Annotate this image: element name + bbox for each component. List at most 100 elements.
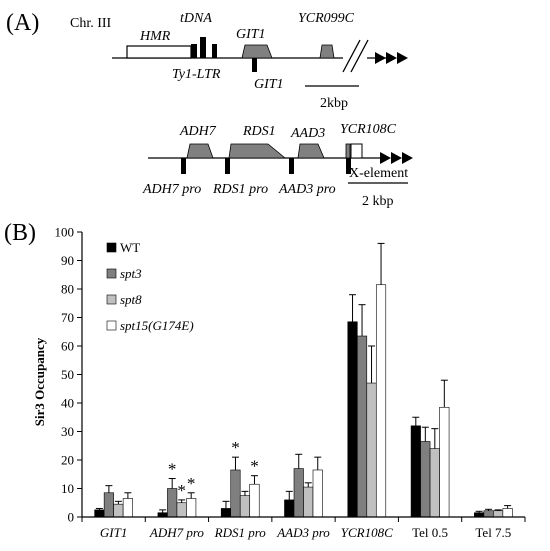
rds1-promoter-mark — [225, 158, 230, 174]
x-axis-tick-labels: GIT1 ADH7 pro RDS1 pro AAD3 pro YCR108C Tel 0… — [100, 525, 511, 540]
legend: WT spt3 spt8 spt15(G174E) — [106, 240, 194, 333]
legend-swatch — [106, 268, 117, 279]
bar — [474, 512, 485, 518]
bar — [157, 512, 168, 518]
label-x-element: X-element — [349, 166, 408, 181]
legend-label: spt3 — [120, 266, 142, 281]
bar — [103, 492, 114, 518]
locus-1-diagram: Chr. III HMR tDNA Ty1-LTR GIT1 GIT1 YCR0… — [70, 11, 408, 111]
x-tick-label: AAD3 pro — [276, 525, 330, 540]
y-tick-label: 30 — [61, 424, 74, 439]
y-tick-label: 40 — [61, 396, 74, 411]
ycr108c-gene-shape — [345, 143, 351, 159]
bar — [420, 441, 431, 518]
significance-star: * — [168, 460, 177, 479]
gene-label-rds1: RDS1 — [242, 124, 276, 139]
locus-2-diagram: ADH7 RDS1 AAD3 YCR108C ADH7 pro RDS1 pro… — [142, 122, 413, 209]
bar — [122, 498, 133, 518]
locus-1-break-mark — [342, 39, 361, 73]
locus-2-arrowhead — [380, 152, 391, 164]
scale-label-1: 2kbp — [320, 96, 348, 111]
bar — [176, 502, 187, 518]
bar — [312, 469, 323, 518]
y-axis-ticks: 0 10 20 30 40 50 60 70 80 90 100 — [55, 225, 82, 525]
legend-swatch — [106, 294, 117, 305]
bar — [375, 284, 387, 518]
x-tick-label: Tel 0.5 — [412, 525, 448, 540]
legend-label: WT — [120, 240, 140, 255]
locus-1-break-mark — [350, 39, 369, 73]
locus-2-arrowhead — [402, 152, 413, 164]
bar — [303, 486, 314, 518]
bar — [230, 469, 241, 518]
gene-label-tdna: tDNA — [180, 11, 212, 26]
y-tick-label: 70 — [61, 310, 74, 325]
scale-label-2: 2 kbp — [362, 194, 394, 209]
adh7-promoter-mark — [181, 158, 186, 174]
bar — [366, 382, 377, 518]
legend-swatch — [106, 320, 117, 331]
y-axis-label: Sir3 Occupancy — [32, 337, 47, 426]
y-tick-label: 10 — [61, 481, 74, 496]
y-tick-label: 50 — [61, 367, 74, 382]
gene-label-aad3: AAD3 — [290, 126, 325, 141]
y-tick-label: 60 — [61, 339, 74, 354]
ty1-ltr-mark — [191, 44, 197, 58]
error-bars — [95, 242, 512, 513]
label-aad3-pro: AAD3 pro — [278, 182, 336, 197]
y-tick-label: 80 — [61, 282, 74, 297]
adh7-gene-shape — [186, 143, 214, 159]
git1-gene-shape — [241, 44, 273, 59]
locus-1-arrowhead — [386, 52, 397, 64]
significance-star: * — [250, 457, 259, 476]
y-tick-label: 100 — [55, 225, 75, 240]
locus-1-arrowhead — [375, 52, 386, 64]
significance-star: * — [231, 438, 240, 457]
bar — [483, 510, 494, 518]
rds1-gene-shape — [228, 143, 287, 159]
gene-label-adh7: ADH7 — [179, 124, 217, 139]
git1-probe-mark — [252, 58, 257, 72]
gene-label-ycr108c: YCR108C — [340, 122, 397, 137]
x-tick-label: ADH7 pro — [149, 525, 205, 540]
gene-label-hmr: HMR — [139, 29, 171, 44]
significance-star: * — [177, 481, 186, 500]
bar — [284, 499, 295, 518]
bar — [113, 503, 124, 518]
y-tick-label: 90 — [61, 253, 74, 268]
ycr099c-gene-shape — [319, 44, 335, 59]
label-rds1-pro: RDS1 pro — [212, 182, 268, 197]
bar — [347, 321, 358, 518]
locus-1-arrowhead — [397, 52, 408, 64]
aad3-promoter-mark — [289, 158, 294, 174]
bar — [239, 495, 251, 518]
panel-b-label: (B) — [4, 220, 36, 246]
locus-2-arrowhead — [391, 152, 402, 164]
bar — [439, 406, 450, 518]
x-tick-label: Tel 7.5 — [475, 525, 511, 540]
x-element-box — [350, 143, 363, 159]
y-tick-label: 0 — [68, 510, 75, 525]
panel-a-label: (A) — [6, 10, 39, 36]
bar — [220, 508, 232, 518]
bar — [293, 468, 304, 518]
label-adh7-pro: ADH7 pro — [142, 182, 201, 197]
legend-swatch — [106, 242, 117, 253]
bar — [410, 425, 421, 518]
bar — [502, 508, 513, 518]
tdna-mark — [212, 44, 217, 58]
gene-label-ycr099c: YCR099C — [298, 11, 355, 26]
bar — [249, 483, 260, 518]
ycr108c-promoter-mark — [346, 158, 351, 174]
significance-annotations: ** *** — [168, 438, 259, 500]
x-tick-label: RDS1 pro — [214, 525, 267, 540]
bar — [429, 448, 440, 518]
bar — [356, 335, 368, 518]
chromosome-label: Chr. III — [70, 16, 112, 31]
x-tick-label: YCR108C — [341, 525, 393, 540]
tdna-mark — [200, 37, 206, 58]
gene-label-git1: GIT1 — [236, 27, 266, 42]
aad3-gene-shape — [297, 143, 325, 159]
